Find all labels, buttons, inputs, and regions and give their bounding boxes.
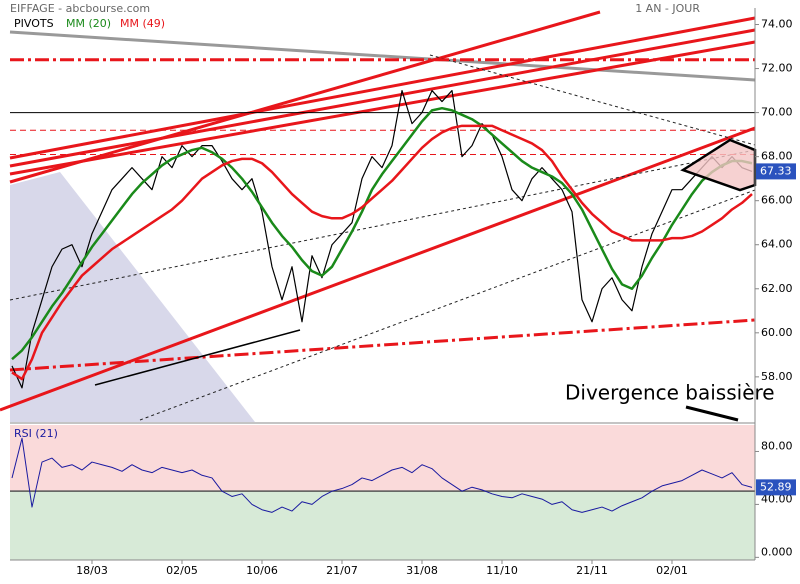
y-tick-label: 66.00 bbox=[761, 194, 793, 207]
y-tick-label: 74.00 bbox=[761, 18, 793, 31]
x-tick-label: 18/03 bbox=[76, 564, 108, 577]
x-tick-label: 21/07 bbox=[326, 564, 358, 577]
legend-entry: MM (20) bbox=[66, 17, 111, 30]
y-tick-label: 72.00 bbox=[761, 62, 793, 75]
x-tick-label: 02/01 bbox=[656, 564, 688, 577]
trendline bbox=[9, 40, 756, 176]
x-tick-label: 10/06 bbox=[246, 564, 278, 577]
rsi-background bbox=[10, 425, 755, 560]
last-value: 67.33 bbox=[760, 164, 792, 177]
legend-entry: MM (49) bbox=[120, 17, 165, 30]
overbought-zone bbox=[10, 425, 755, 492]
value-box bbox=[756, 479, 796, 496]
trendline bbox=[94, 329, 301, 386]
x-tick-label: 31/08 bbox=[406, 564, 438, 577]
x-tick-label: 11/10 bbox=[486, 564, 518, 577]
series-line bbox=[11, 437, 753, 513]
dashed-line bbox=[9, 149, 756, 301]
pivots bbox=[10, 58, 755, 155]
series-line bbox=[11, 106, 753, 361]
oversold-zone bbox=[10, 491, 755, 560]
y-tick-label: 80.00 bbox=[761, 439, 793, 452]
annotation: Divergence baissière bbox=[565, 381, 775, 405]
divergence-line bbox=[685, 405, 739, 422]
shaded-zone bbox=[10, 172, 255, 422]
y-tick-label: 0.000 bbox=[761, 545, 793, 558]
trendline bbox=[9, 28, 756, 168]
y-tick-label: 60.00 bbox=[761, 326, 793, 339]
title: EIFFAGE - abcbourse.com bbox=[10, 2, 150, 15]
y-tick-label: 40.00 bbox=[761, 492, 793, 505]
trendline bbox=[9, 30, 756, 82]
subtitle: 1 AN - JOUR bbox=[635, 2, 700, 15]
last-value: 52.89 bbox=[760, 480, 792, 493]
legend-entry: RSI (21) bbox=[14, 427, 58, 440]
lines bbox=[11, 89, 753, 513]
x-tick-label: 21/11 bbox=[576, 564, 608, 577]
y-tick-label: 64.00 bbox=[761, 238, 793, 251]
dashed-lines bbox=[9, 54, 756, 421]
dashed-line bbox=[139, 189, 756, 421]
series-line bbox=[11, 124, 753, 381]
series-line bbox=[11, 89, 753, 389]
legend-entry: PIVOTS bbox=[14, 17, 54, 30]
y-tick-label: 62.00 bbox=[761, 282, 793, 295]
x-tick-label: 02/05 bbox=[166, 564, 198, 577]
y-tick-label: 70.00 bbox=[761, 106, 793, 119]
trendline bbox=[9, 10, 601, 184]
value-box bbox=[756, 163, 796, 180]
dashed-line bbox=[429, 54, 756, 146]
y-tick-label: 58.00 bbox=[761, 370, 793, 383]
y-tick-label: 68.00 bbox=[761, 150, 793, 163]
trendline bbox=[9, 16, 756, 160]
